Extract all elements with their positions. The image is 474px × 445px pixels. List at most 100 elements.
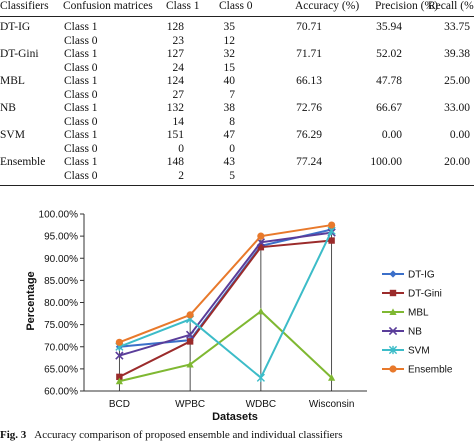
table-row-matrix-label: Class 1 bbox=[64, 75, 98, 87]
table-row-classifier: MBL bbox=[0, 75, 25, 87]
table-row-matrix-label: Class 0 bbox=[64, 89, 98, 101]
table-row-matrix-label: Class 1 bbox=[64, 48, 98, 60]
table-cell-class0: 35 bbox=[223, 21, 236, 33]
table-cell-class1: 128 bbox=[166, 21, 184, 33]
table-row-matrix-label: Class 1 bbox=[64, 156, 98, 168]
table-cell-class1: 2 bbox=[178, 170, 184, 182]
figure-caption: Fig. 3 Accuracy comparison of proposed en… bbox=[0, 429, 474, 441]
table-header-rule bbox=[0, 16, 474, 17]
y-tick-label: 85.00% bbox=[44, 276, 78, 287]
y-tick-label: 80.00% bbox=[44, 298, 78, 309]
table-cell-accuracy: 71.71 bbox=[296, 48, 322, 60]
data-point-dt-gini bbox=[116, 373, 123, 381]
header-precision: Precision (%) bbox=[375, 0, 438, 12]
series-line-dt-gini bbox=[118, 239, 332, 378]
data-point-dt-gini bbox=[186, 338, 194, 345]
y-tick-label: 95.00% bbox=[44, 232, 78, 243]
table-row-matrix-label: Class 0 bbox=[64, 116, 98, 128]
figure-label: Fig. 3 bbox=[0, 429, 27, 441]
data-point-ensemble bbox=[186, 311, 194, 319]
legend-label-dt-gini: DT-Gini bbox=[408, 289, 442, 300]
table-cell-class0: 47 bbox=[223, 129, 236, 141]
table-cell-accuracy: 77.24 bbox=[296, 156, 322, 168]
figure-caption-text: Accuracy comparison of proposed ensemble… bbox=[34, 429, 343, 441]
table-cell-accuracy: 66.13 bbox=[296, 75, 322, 87]
table-cell-class0: 15 bbox=[223, 62, 236, 74]
x-axis-title: Datasets bbox=[212, 411, 258, 423]
legend-marker-nb bbox=[388, 326, 398, 336]
legend-label-svm: SVM bbox=[408, 346, 430, 357]
table-cell-class1: 24 bbox=[172, 62, 185, 74]
data-point-dt-gini bbox=[257, 243, 265, 251]
table-row-matrix-label: Class 1 bbox=[64, 129, 98, 141]
table-cell-recall: 33.00 bbox=[444, 102, 470, 114]
table-cell-class0: 43 bbox=[223, 156, 236, 168]
series-line-nb bbox=[119, 231, 332, 357]
table-cell-accuracy: 70.71 bbox=[296, 21, 322, 33]
table-cell-class1: 124 bbox=[166, 75, 184, 87]
header-classifiers: Classifiers bbox=[0, 0, 49, 12]
data-point-mbl bbox=[257, 307, 265, 315]
table-cell-accuracy: 72.76 bbox=[296, 102, 322, 114]
data-point-nb bbox=[185, 330, 195, 339]
legend-marker-dt-gini bbox=[389, 289, 397, 297]
table-cell-class1: 27 bbox=[172, 89, 185, 101]
x-tick-label: Wisconsin bbox=[309, 399, 355, 410]
table-cell-precision: 35.94 bbox=[376, 21, 402, 33]
data-point-nb bbox=[115, 351, 124, 360]
table-cell-precision: 0.00 bbox=[381, 129, 402, 141]
y-tick-label: 90.00% bbox=[44, 254, 78, 265]
table-cell-class1: 14 bbox=[172, 116, 185, 128]
table-cell-class0: 40 bbox=[223, 75, 236, 87]
x-tick-label: WPBC bbox=[175, 399, 205, 410]
table-cell-class0: 5 bbox=[229, 170, 235, 182]
y-tick-label: 65.00% bbox=[44, 364, 78, 375]
table-row-matrix-label: Class 0 bbox=[64, 35, 98, 47]
table-cell-accuracy: 76.29 bbox=[296, 129, 322, 141]
table-cell-class1: 151 bbox=[166, 129, 184, 141]
series-line-mbl bbox=[119, 310, 333, 383]
table-cell-class0: 7 bbox=[229, 89, 235, 101]
header-class-1: Class 1 bbox=[166, 0, 200, 12]
table-row-matrix-label: Class 0 bbox=[64, 170, 98, 182]
y-tick-label: 100.00% bbox=[39, 210, 79, 221]
table-cell-class1: 127 bbox=[166, 48, 184, 60]
x-tick-label: WDBC bbox=[246, 399, 277, 410]
table-cell-class1: 0 bbox=[178, 143, 184, 155]
table-cell-precision: 100.00 bbox=[370, 156, 402, 168]
header-class-0: Class 0 bbox=[219, 0, 253, 12]
table-row-classifier: DT-Gini bbox=[0, 48, 39, 60]
table-cell-recall: 20.00 bbox=[444, 156, 470, 168]
table-cell-class0: 8 bbox=[229, 116, 235, 128]
table-row-matrix-label: Class 0 bbox=[64, 62, 98, 74]
header-accuracy: Accuracy (%) bbox=[295, 0, 360, 12]
data-point-mbl bbox=[115, 377, 123, 385]
table-cell-class1: 132 bbox=[166, 102, 184, 114]
legend-label-mbl: MBL bbox=[408, 308, 429, 319]
accuracy-line-chart: 60.00% 65.00% 70.00% 75.00% 80.00% 85.00% 90.0… bbox=[0, 196, 474, 426]
legend-label-ensemble: Ensemble bbox=[408, 365, 453, 376]
table-cell-precision: 52.02 bbox=[376, 48, 402, 60]
table-cell-recall: 33.75 bbox=[444, 21, 470, 33]
header-recall: Recall (%) bbox=[428, 0, 474, 12]
plot-area: 60.00% 65.00% 70.00% 75.00% 80.00% 85.00% 90.0… bbox=[39, 210, 367, 410]
table-cell-class0: 32 bbox=[223, 48, 236, 60]
series-line-svm bbox=[119, 230, 333, 380]
table-row-classifier: SVM bbox=[0, 129, 25, 141]
table-cell-recall: 0.00 bbox=[449, 129, 470, 141]
legend-marker-mbl bbox=[389, 308, 397, 315]
table-row-matrix-label: Class 1 bbox=[64, 21, 98, 33]
data-point-svm bbox=[256, 373, 265, 382]
data-point-ensemble bbox=[115, 338, 123, 346]
table-row-matrix-label: Class 0 bbox=[64, 143, 98, 155]
legend-marker-dt-ig bbox=[389, 270, 397, 278]
table-row-classifier: DT-IG bbox=[0, 21, 31, 33]
table-cell-class0: 0 bbox=[229, 143, 235, 155]
legend-label-nb: NB bbox=[408, 327, 422, 338]
table-row-classifier: Ensemble bbox=[0, 156, 46, 168]
y-tick-label: 75.00% bbox=[44, 320, 78, 331]
data-point-dt-gini bbox=[328, 237, 335, 244]
table-row-matrix-label: Class 1 bbox=[64, 102, 98, 114]
x-tick-label: BCD bbox=[109, 399, 130, 410]
